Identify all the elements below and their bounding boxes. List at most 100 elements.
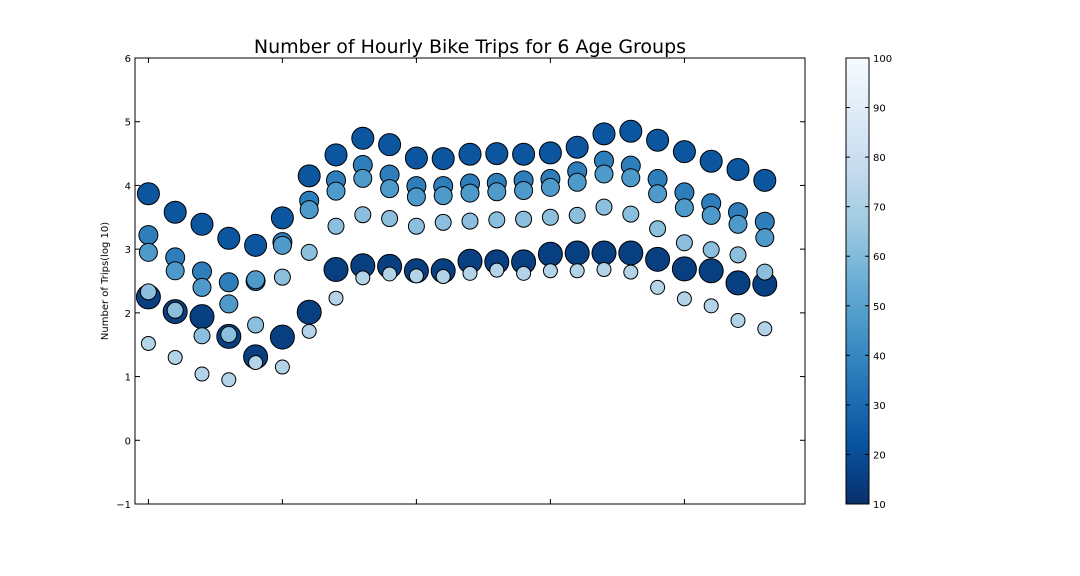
data-point [650, 279, 666, 295]
data-point [648, 184, 668, 204]
data-point [488, 211, 506, 229]
data-point [461, 212, 479, 230]
data-point [699, 149, 723, 173]
data-point [351, 126, 375, 150]
data-point [757, 321, 773, 337]
data-point [671, 256, 697, 282]
data-point [515, 210, 533, 228]
y-tick-label: 1 [125, 373, 131, 384]
colorbar-tick-label: 50 [873, 302, 886, 313]
data-point [725, 270, 751, 296]
data-point [672, 140, 696, 164]
data-point [729, 246, 747, 264]
data-point [192, 277, 212, 297]
chart-title: Number of Hourly Bike Trips for 6 Age Gr… [254, 36, 686, 58]
colorbar-tick-label: 60 [873, 252, 886, 263]
data-point [354, 206, 372, 224]
data-point [622, 205, 640, 223]
data-point [591, 240, 617, 266]
data-point [296, 299, 322, 325]
data-point [140, 335, 156, 351]
y-tick-label: 5 [125, 118, 131, 129]
data-point [458, 142, 482, 166]
series-1 [136, 119, 777, 257]
data-point [323, 257, 349, 283]
data-point [755, 228, 775, 248]
colorbar-tick-label: 80 [873, 153, 886, 164]
data-point [462, 265, 478, 281]
data-point [701, 205, 721, 225]
data-point [270, 206, 294, 230]
data-point [569, 263, 585, 279]
y-tick-label: 0 [125, 436, 131, 447]
data-point [514, 181, 534, 201]
data-point [382, 266, 398, 282]
data-point [189, 304, 215, 330]
y-tick-label: 3 [125, 245, 131, 256]
data-point [542, 263, 558, 279]
data-point [431, 147, 455, 171]
colorbar-tick-label: 90 [873, 104, 886, 115]
data-point [675, 234, 693, 252]
data-point [703, 298, 719, 314]
colorbar-tick-label: 70 [873, 203, 886, 214]
series-3 [138, 164, 775, 314]
colorbar-tick-label: 30 [873, 401, 886, 412]
data-point [193, 327, 211, 345]
data-point [301, 323, 317, 339]
data-point [219, 294, 239, 314]
data-point [728, 214, 748, 234]
data-point [596, 262, 612, 278]
data-point [516, 265, 532, 281]
data-point [460, 183, 480, 203]
data-point [136, 182, 160, 206]
data-point [300, 243, 318, 261]
data-point [218, 272, 239, 293]
data-point [380, 179, 400, 199]
colorbar-tick-label: 100 [873, 54, 892, 65]
data-point [564, 240, 590, 266]
data-point [512, 142, 536, 166]
data-point [217, 226, 241, 250]
data-point [567, 172, 587, 192]
data-point [435, 269, 451, 285]
series-4 [139, 198, 774, 345]
data-point [246, 270, 266, 290]
data-point [646, 128, 670, 152]
data-point [247, 316, 265, 334]
data-point [165, 261, 185, 281]
data-point [645, 246, 671, 272]
colorbar-tick-label: 40 [873, 351, 886, 362]
data-point [726, 158, 750, 181]
data-point [594, 164, 614, 184]
y-tick-label: 2 [125, 309, 131, 320]
data-point [328, 290, 344, 306]
data-point [138, 225, 159, 246]
y-tick-label: 4 [125, 181, 131, 192]
data-point [248, 355, 264, 371]
data-point [537, 241, 563, 267]
data-point [434, 213, 452, 231]
data-point [139, 283, 157, 301]
data-point [489, 262, 505, 278]
data-point [592, 122, 616, 146]
data-point [623, 264, 639, 280]
data-point [404, 146, 428, 170]
data-point [618, 240, 644, 266]
data-points [135, 119, 778, 388]
data-point [324, 143, 348, 167]
y-axis-label: Number of Trips(log 10) [100, 222, 111, 340]
plot-frame [134, 57, 806, 505]
data-point [194, 366, 210, 382]
data-point [540, 177, 560, 197]
data-point [649, 220, 667, 238]
data-point [698, 258, 724, 284]
data-point [408, 268, 424, 284]
data-point [353, 168, 373, 188]
data-point [297, 164, 321, 188]
data-point [676, 291, 692, 307]
colorbar-tick-label: 10 [873, 500, 886, 511]
data-point [538, 141, 562, 165]
data-point [756, 263, 774, 281]
